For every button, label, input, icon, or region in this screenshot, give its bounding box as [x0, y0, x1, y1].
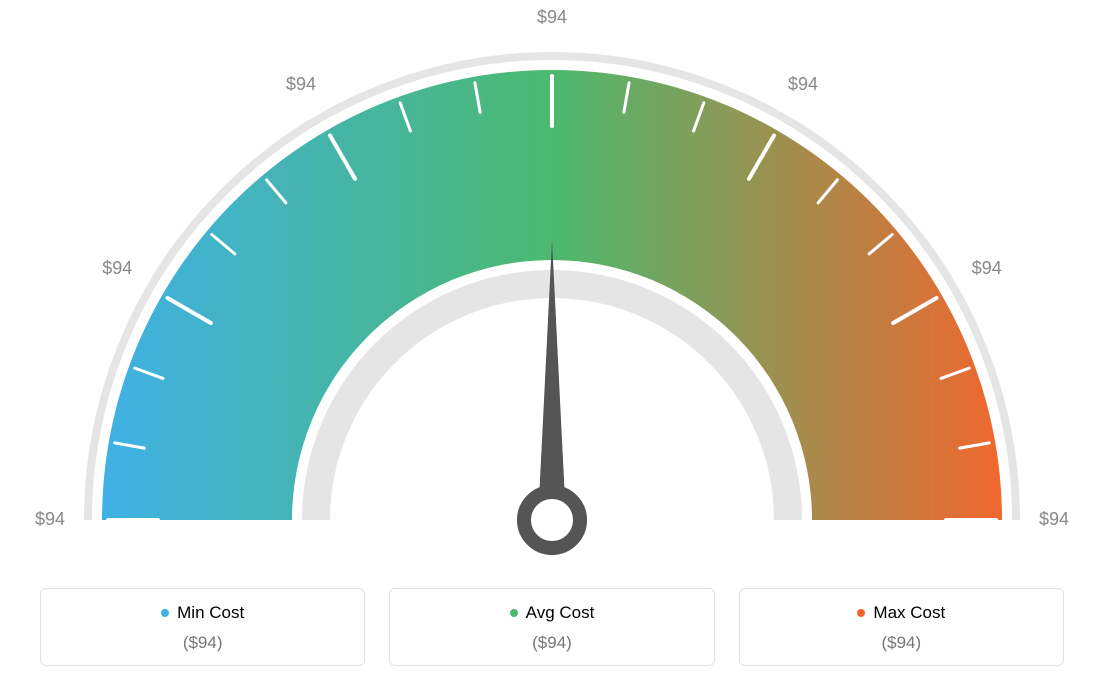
legend-card-min: Min Cost ($94) [40, 588, 365, 666]
legend-label-max: Max Cost [873, 603, 945, 623]
legend-value-max: ($94) [750, 633, 1053, 653]
gauge-chart-container: $94 $94 $94 $94 $94 $94 $94 Min Cost ($94) Avg… [0, 0, 1104, 690]
gauge-area: $94 $94 $94 $94 $94 $94 $94 [0, 0, 1104, 560]
svg-text:$94: $94 [972, 258, 1002, 278]
legend-title-min: Min Cost [161, 603, 244, 623]
legend-dot-min [161, 609, 169, 617]
legend-card-max: Max Cost ($94) [739, 588, 1064, 666]
legend-label-min: Min Cost [177, 603, 244, 623]
legend-dot-max [857, 609, 865, 617]
svg-text:$94: $94 [788, 74, 818, 94]
legend-value-min: ($94) [51, 633, 354, 653]
legend-value-avg: ($94) [400, 633, 703, 653]
legend-dot-avg [510, 609, 518, 617]
svg-text:$94: $94 [1039, 509, 1069, 529]
svg-text:$94: $94 [35, 509, 65, 529]
svg-text:$94: $94 [102, 258, 132, 278]
gauge-svg: $94 $94 $94 $94 $94 $94 $94 [0, 0, 1104, 560]
svg-text:$94: $94 [286, 74, 316, 94]
svg-text:$94: $94 [537, 7, 567, 27]
legend-label-avg: Avg Cost [526, 603, 595, 623]
legend-card-avg: Avg Cost ($94) [389, 588, 714, 666]
legend-title-avg: Avg Cost [510, 603, 595, 623]
legend-row: Min Cost ($94) Avg Cost ($94) Max Cost (… [40, 588, 1064, 666]
legend-title-max: Max Cost [857, 603, 945, 623]
